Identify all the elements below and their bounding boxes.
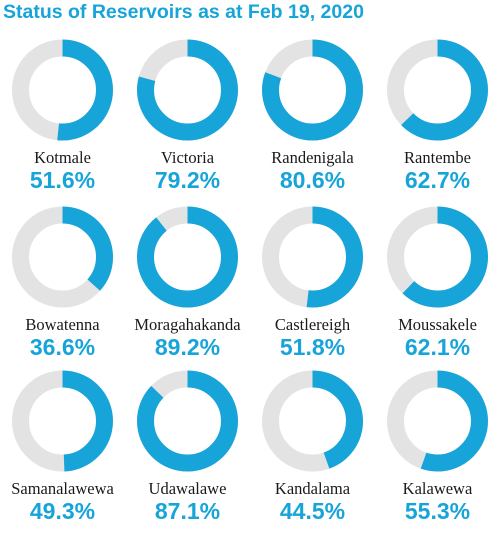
reservoir-name: Udawalawe [148, 479, 227, 498]
reservoir-rantembe: Rantembe 62.7% [375, 30, 500, 200]
reservoir-name: Kotmale [34, 148, 91, 167]
reservoir-name: Moragahakanda [134, 315, 241, 334]
donut-kalawewa [387, 370, 488, 472]
reservoir-percentage: 51.6% [29, 167, 96, 193]
reservoir-percentage: 62.7% [404, 167, 471, 193]
reservoir-udawalawe: Udawalawe 87.1% [125, 361, 250, 531]
donut-bowatenna [12, 206, 113, 308]
reservoir-kotmale: Kotmale 51.6% [0, 30, 125, 200]
reservoir-percentage: 36.6% [29, 334, 96, 360]
reservoir-moragahakanda: Moragahakanda 89.2% [125, 197, 250, 367]
reservoir-percentage: 44.5% [279, 498, 346, 524]
reservoir-name: Bowatenna [25, 315, 100, 334]
reservoir-percentage: 55.3% [404, 498, 471, 524]
donut-filled-arc [387, 206, 488, 308]
reservoir-moussakele: Moussakele 62.1% [375, 197, 500, 367]
reservoir-name: Victoria [160, 148, 215, 167]
reservoir-percentage: 49.3% [29, 498, 96, 524]
reservoir-percentage: 89.2% [154, 334, 221, 360]
donut-filled-arc [12, 206, 113, 308]
reservoir-victoria: Victoria 79.2% [125, 30, 250, 200]
reservoir-name: Castlereigh [274, 315, 351, 334]
reservoir-name: Randenigala [271, 148, 354, 167]
reservoir-percentage: 80.6% [279, 167, 346, 193]
donut-samanalawewa [12, 370, 113, 472]
donut-victoria [137, 39, 238, 141]
reservoir-kalawewa: Kalawewa 55.3% [375, 361, 500, 531]
donut-filled-arc [137, 370, 238, 472]
reservoir-percentage: 79.2% [154, 167, 221, 193]
donut-filled-arc [12, 39, 113, 141]
donut-filled-arc [387, 370, 488, 472]
donut-filled-arc [12, 370, 113, 472]
reservoir-name: Kalawewa [402, 479, 473, 498]
donut-filled-arc [137, 39, 238, 141]
donut-rantembe [387, 39, 488, 141]
donut-randenigala [262, 39, 363, 141]
reservoir-kandalama: Kandalama 44.5% [250, 361, 375, 531]
donut-moussakele [387, 206, 488, 308]
donut-kandalama [262, 370, 363, 472]
reservoir-percentage: 87.1% [154, 498, 221, 524]
reservoir-percentage: 62.1% [404, 334, 471, 360]
donut-moragahakanda [137, 206, 238, 308]
reservoir-randenigala: Randenigala 80.6% [250, 30, 375, 200]
reservoir-castlereigh: Castlereigh 51.8% [250, 197, 375, 367]
reservoir-percentage: 51.8% [279, 334, 346, 360]
reservoir-name: Samanalawewa [11, 479, 114, 498]
donut-filled-arc [262, 206, 363, 308]
donut-kotmale [12, 39, 113, 141]
reservoir-name: Moussakele [398, 315, 477, 334]
chart-title: Status of Reservoirs as at Feb 19, 2020 [3, 1, 364, 23]
reservoir-name: Kandalama [274, 479, 351, 498]
donut-filled-arc [262, 370, 363, 472]
reservoir-bowatenna: Bowatenna 36.6% [0, 197, 125, 367]
reservoir-name: Rantembe [404, 148, 471, 167]
donut-filled-arc [137, 206, 238, 308]
reservoir-samanalawewa: Samanalawewa 49.3% [0, 361, 125, 531]
donut-filled-arc [262, 39, 363, 141]
donut-udawalawe [137, 370, 238, 472]
donut-filled-arc [387, 39, 488, 141]
donut-castlereigh [262, 206, 363, 308]
